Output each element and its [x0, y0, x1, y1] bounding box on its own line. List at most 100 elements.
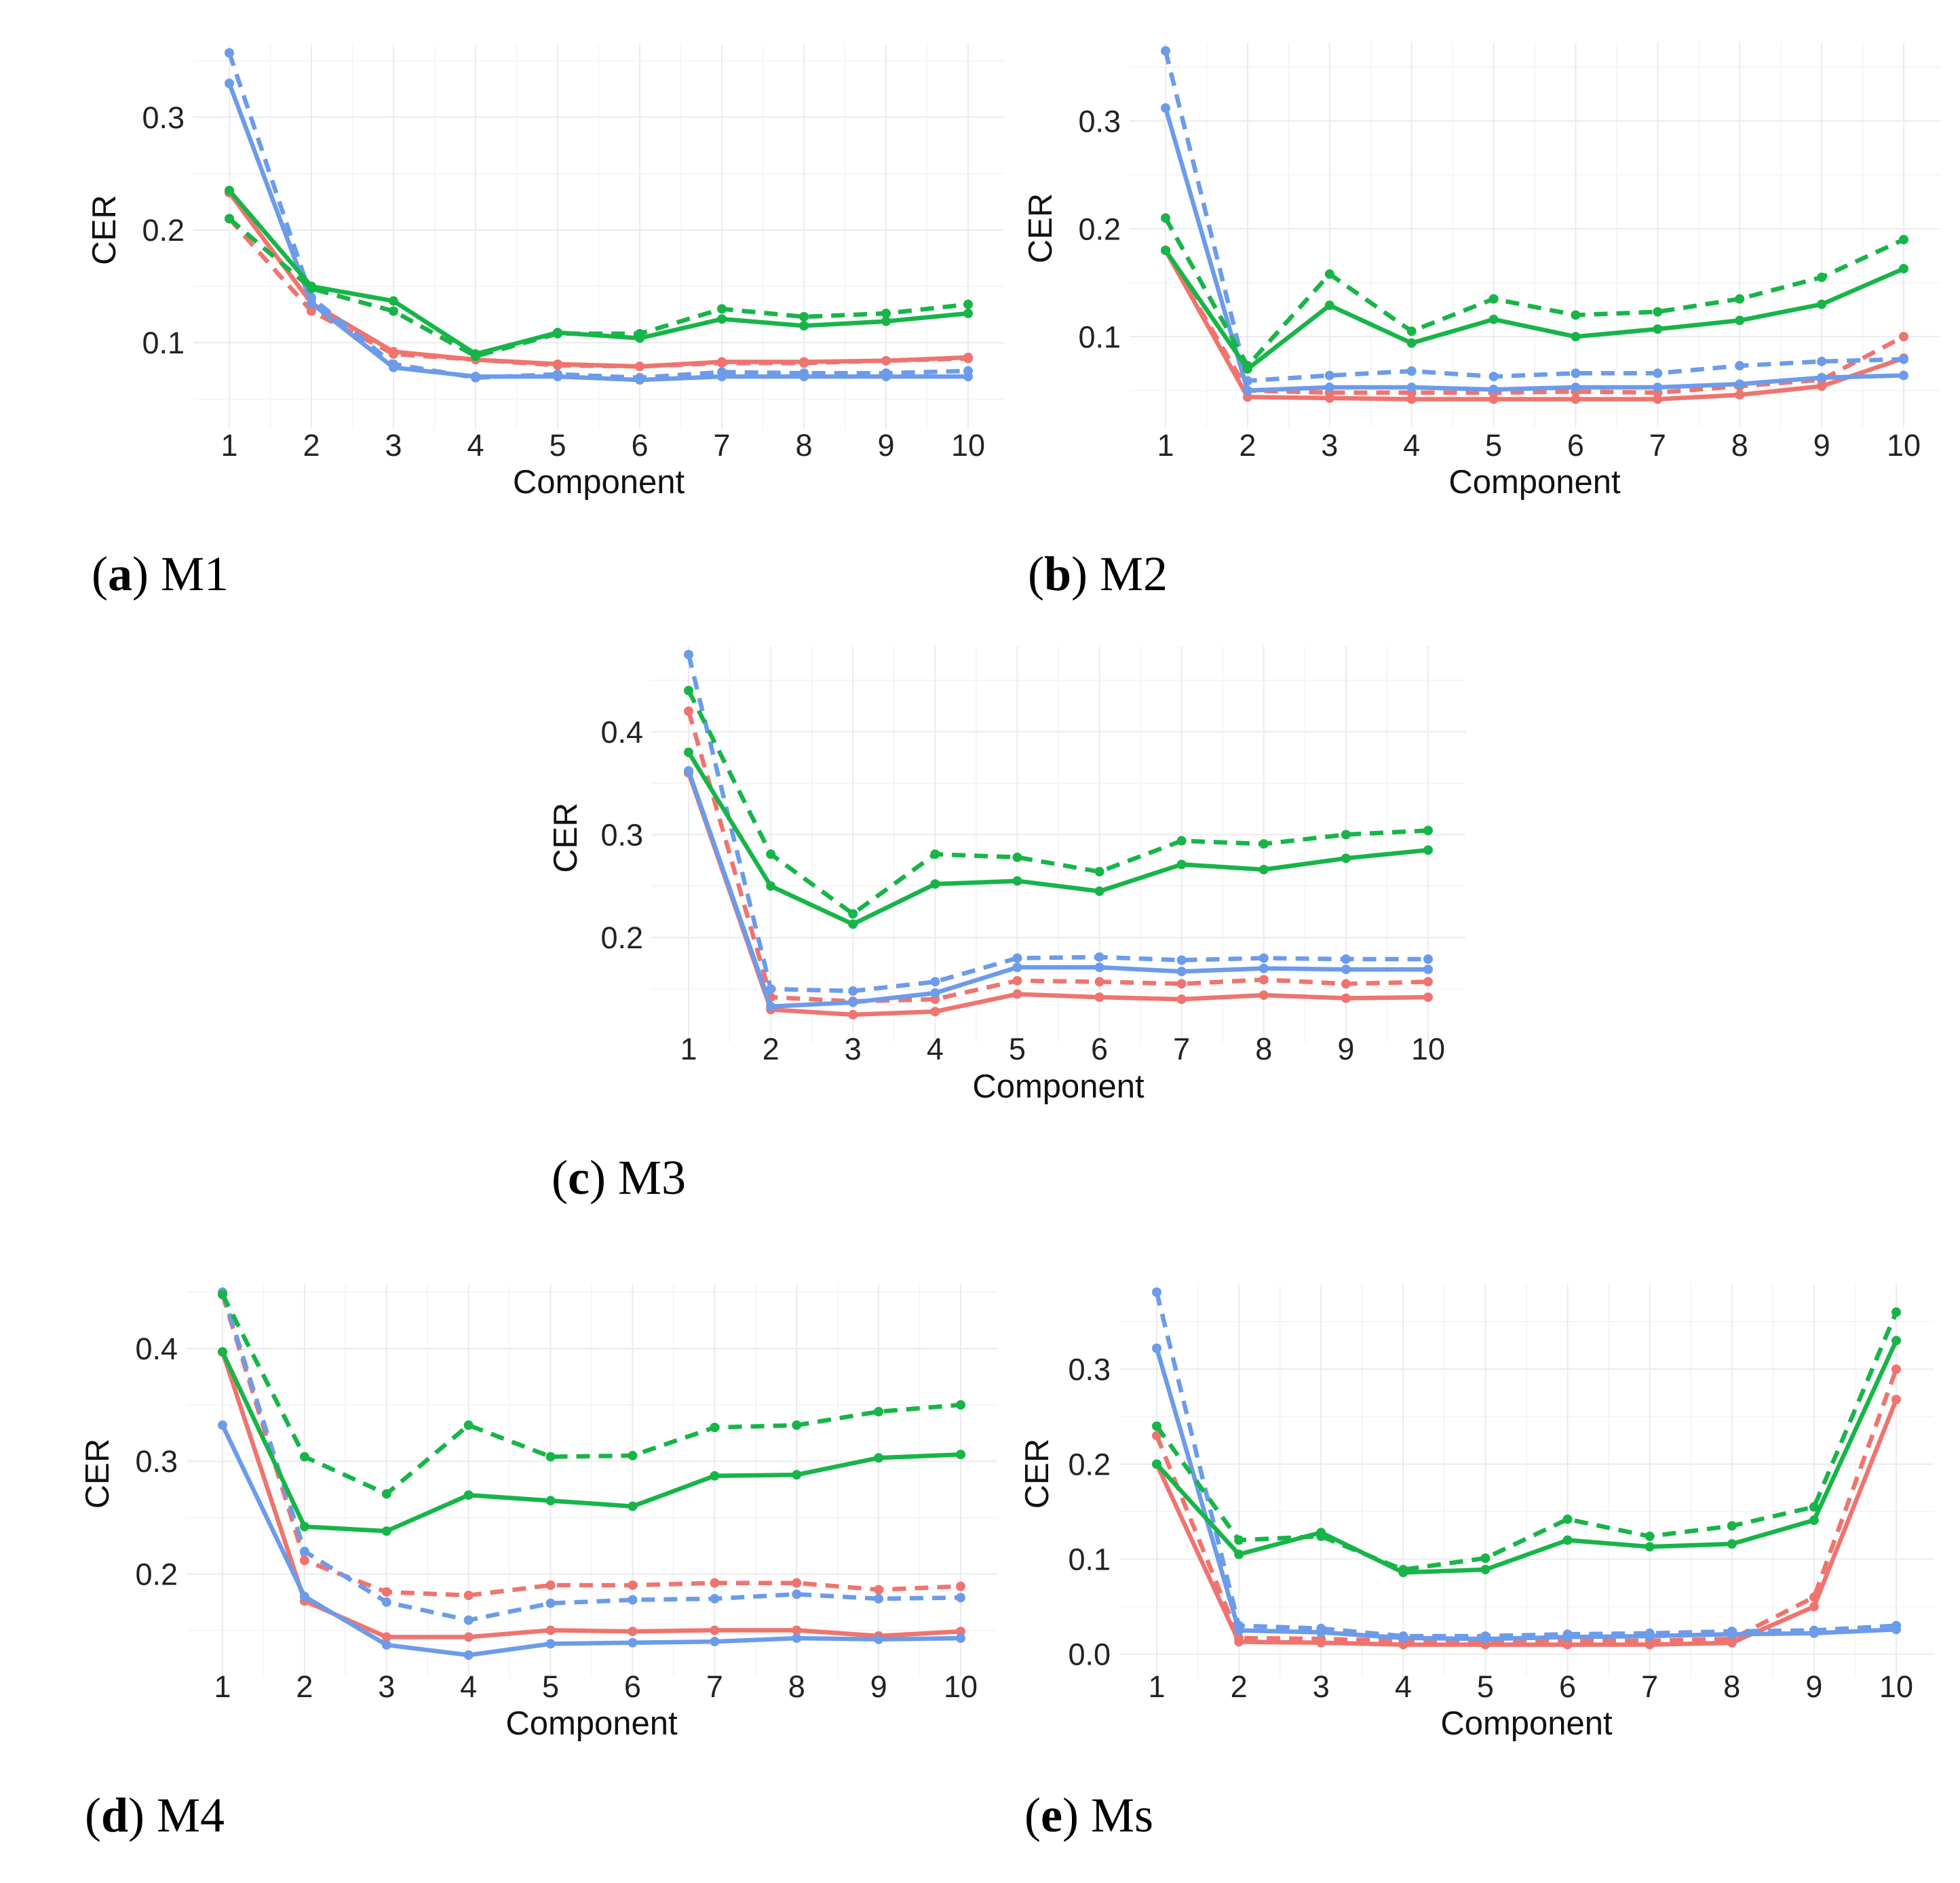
y-axis-label: CER	[1022, 193, 1059, 263]
data-point-blue-dashed	[1094, 952, 1104, 962]
data-point-blue-dashed	[1012, 953, 1022, 963]
data-point-red-dashed	[717, 358, 727, 368]
data-point-green-solid	[1480, 1564, 1491, 1574]
y-tick-label: 0.3	[142, 100, 185, 135]
data-point-blue-solid	[1094, 963, 1104, 973]
x-tick-label: 9	[877, 428, 894, 463]
data-point-green-dashed	[299, 1452, 309, 1462]
x-axis-label: Component	[1440, 1705, 1613, 1742]
x-tick-label: 9	[1813, 428, 1830, 463]
y-tick-label: 0.1	[1078, 319, 1121, 354]
data-point-blue-solid	[1341, 965, 1351, 975]
data-point-green-solid	[628, 1501, 638, 1511]
data-point-red-dashed	[792, 1578, 802, 1588]
data-point-blue-dashed	[1234, 1620, 1244, 1631]
data-point-blue-dashed	[874, 1593, 884, 1604]
data-point-red-dashed	[389, 349, 398, 359]
caption-letter: d	[101, 1788, 128, 1842]
series-line-green-solid	[220, 1351, 961, 1534]
x-tick-label: 4	[460, 1669, 477, 1704]
x-tick-label: 10	[1887, 428, 1921, 463]
y-tick-label: 0.2	[1078, 212, 1121, 246]
x-tick-label: 10	[951, 428, 985, 463]
data-point-green-solid	[1488, 314, 1499, 324]
data-point-red-solid	[1809, 1601, 1819, 1612]
x-tick-label: 6	[631, 428, 648, 463]
data-point-red-dashed	[1176, 979, 1187, 989]
data-point-red-solid	[710, 1625, 720, 1635]
data-point-blue-solid	[684, 766, 693, 776]
data-point-blue-solid	[381, 1640, 391, 1650]
data-point-blue-dashed	[1480, 1631, 1491, 1641]
data-point-red-dashed	[1316, 1634, 1326, 1644]
series-line-blue-dashed	[220, 1292, 961, 1623]
data-point-blue-solid	[1735, 379, 1745, 389]
data-point-red-solid	[1891, 1395, 1901, 1405]
caption-open-paren: (	[85, 1788, 101, 1842]
x-tick-label: 9	[1805, 1669, 1822, 1704]
x-tick-label: 7	[1649, 428, 1666, 463]
data-point-blue-dashed	[628, 1595, 638, 1605]
data-point-blue-solid	[1817, 372, 1827, 383]
data-point-blue-dashed	[1891, 1620, 1901, 1631]
data-point-green-solid	[1817, 299, 1827, 309]
panel-e-ms: 0.0 0.1 0.2 0.3 1 2 3 4 5 6 7 8 9 10 Component CER (e) M…	[1019, 1284, 1934, 1842]
data-point-blue-solid	[299, 1591, 309, 1601]
data-point-blue-dashed	[635, 372, 645, 383]
series-line-green-solid	[1155, 1340, 1898, 1575]
series-line-blue-dashed	[227, 52, 969, 381]
x-tick-label: 2	[296, 1669, 313, 1704]
data-point-green-dashed	[1899, 235, 1908, 245]
caption-close-paren: )	[590, 1150, 618, 1205]
data-point-green-dashed	[1234, 1535, 1244, 1545]
data-point-red-solid	[1341, 993, 1351, 1003]
series-line-green-dashed	[1155, 1311, 1898, 1572]
panel-b-m2: 0.1 0.2 0.3 1 2 3 4 5 6 7 8 9 10 Component CER (b) M2	[1022, 43, 1940, 601]
data-point-green-solid	[545, 1496, 556, 1506]
data-point-green-dashed	[1488, 294, 1499, 304]
data-point-blue-dashed	[799, 368, 809, 378]
data-point-green-dashed	[848, 909, 858, 919]
data-point-green-dashed	[1152, 1421, 1161, 1431]
data-point-blue-dashed	[471, 372, 480, 383]
x-axis-label: Component	[972, 1068, 1145, 1105]
y-tick-label: 0.3	[1068, 1352, 1111, 1386]
data-point-blue-dashed	[710, 1593, 720, 1604]
data-point-green-solid	[225, 185, 234, 195]
data-point-green-dashed	[1727, 1521, 1737, 1531]
x-tick-label: 1	[214, 1669, 231, 1704]
data-point-blue-dashed	[1316, 1623, 1326, 1633]
series-line-green-solid	[687, 751, 1429, 927]
data-point-green-dashed	[218, 1289, 227, 1300]
data-point-green-solid	[848, 919, 858, 929]
data-point-green-solid	[1423, 845, 1433, 855]
x-tick-label: 9	[870, 1669, 887, 1704]
data-point-blue-solid	[1488, 385, 1499, 395]
x-tick-label: 7	[706, 1669, 723, 1704]
data-point-blue-dashed	[1398, 1631, 1408, 1641]
data-point-green-dashed	[1258, 839, 1269, 849]
data-point-red-dashed	[463, 1590, 474, 1600]
data-point-blue-dashed	[1735, 361, 1745, 371]
x-tick-label: 2	[1231, 1669, 1248, 1704]
x-tick-label: 4	[1403, 428, 1420, 463]
x-tick-label: 4	[1395, 1669, 1412, 1704]
data-point-blue-dashed	[1571, 368, 1581, 378]
x-tick-label: 4	[467, 428, 484, 463]
x-tick-label: 10	[1411, 1032, 1445, 1066]
data-point-green-dashed	[1891, 1307, 1901, 1317]
x-tick-label: 10	[944, 1669, 978, 1704]
caption-letter: b	[1044, 547, 1071, 601]
data-point-green-dashed	[799, 312, 809, 322]
panel-caption: (b) M2	[1028, 547, 1168, 601]
data-point-green-dashed	[1562, 1514, 1573, 1524]
data-point-blue-solid	[848, 997, 858, 1007]
series-line-green-dashed	[1164, 216, 1905, 368]
data-point-blue-dashed	[307, 292, 316, 303]
caption-text: M1	[161, 547, 229, 601]
x-tick-label: 3	[1321, 428, 1338, 463]
data-point-blue-dashed	[1423, 954, 1433, 964]
data-point-green-solid	[1258, 865, 1269, 875]
data-point-blue-dashed	[1406, 366, 1417, 376]
data-point-red-dashed	[545, 1580, 556, 1590]
